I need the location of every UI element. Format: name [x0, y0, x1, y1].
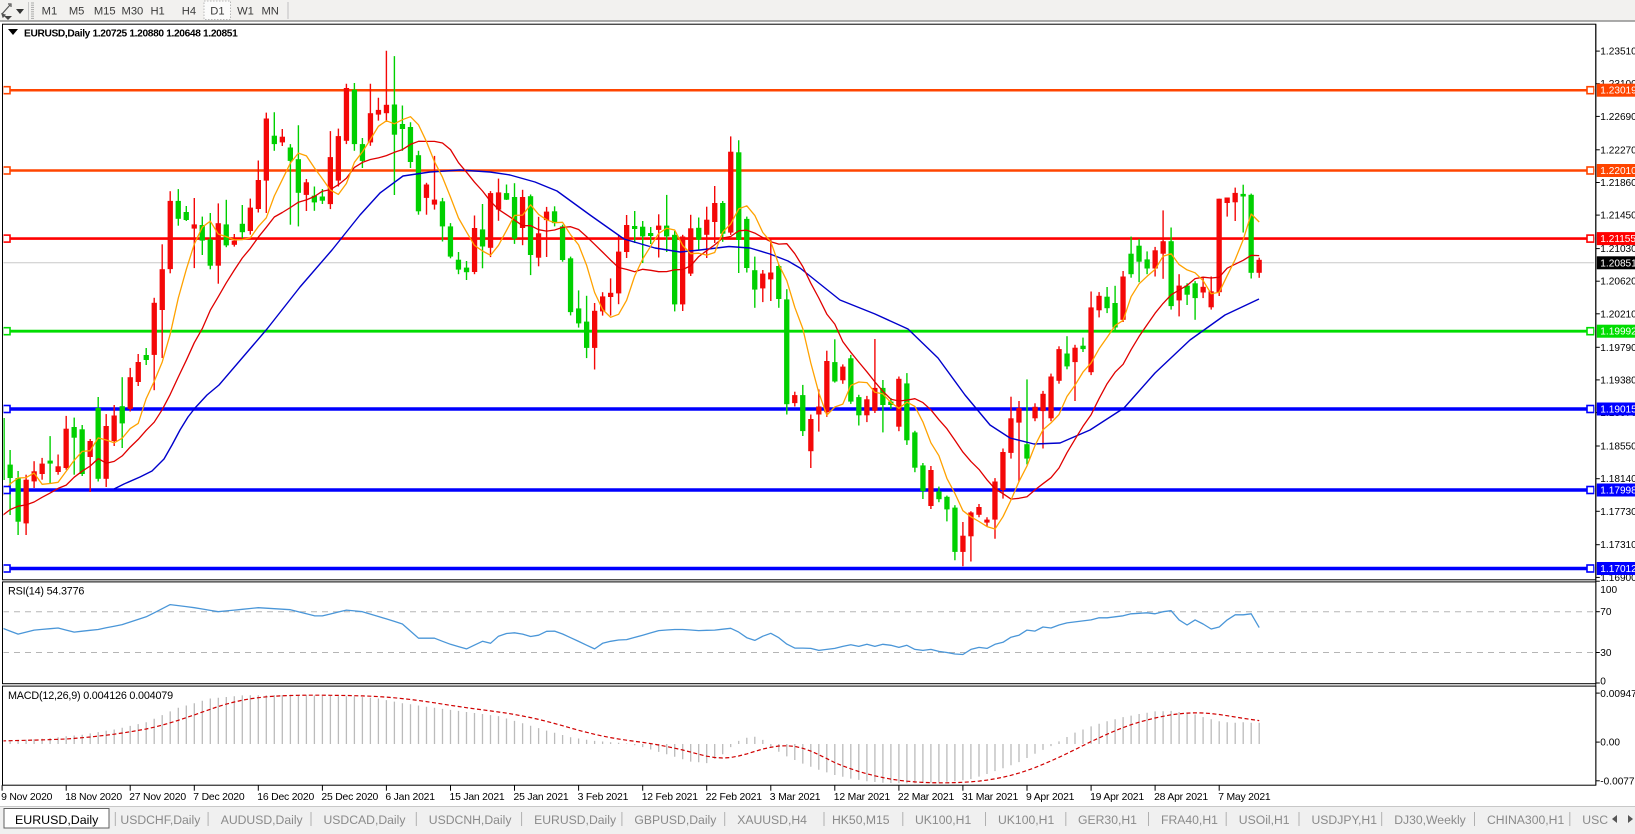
- svg-text:1.18140: 1.18140: [1600, 474, 1635, 485]
- svg-text:1.23019: 1.23019: [1600, 86, 1635, 97]
- svg-text:H4: H4: [182, 6, 196, 18]
- svg-text:25 Jan 2021: 25 Jan 2021: [514, 792, 569, 803]
- svg-text:HK50,M15: HK50,M15: [832, 813, 890, 827]
- svg-text:USOil,H1: USOil,H1: [1239, 813, 1290, 827]
- svg-text:1.21030: 1.21030: [1600, 244, 1635, 255]
- svg-text:USDCHF,Daily: USDCHF,Daily: [120, 813, 201, 827]
- svg-text:16 Dec 2020: 16 Dec 2020: [257, 792, 314, 803]
- svg-text:D1: D1: [210, 6, 224, 18]
- svg-text:AUDUSD,Daily: AUDUSD,Daily: [221, 813, 304, 827]
- svg-text:1.20210: 1.20210: [1600, 309, 1635, 320]
- svg-text:EURUSD,Daily: EURUSD,Daily: [534, 813, 617, 827]
- svg-text:25 Dec 2020: 25 Dec 2020: [321, 792, 378, 803]
- svg-text:19 Apr 2021: 19 Apr 2021: [1090, 792, 1144, 803]
- svg-text:7 Dec 2020: 7 Dec 2020: [193, 792, 245, 803]
- svg-text:1.19992: 1.19992: [1600, 327, 1635, 338]
- svg-text:1.20851: 1.20851: [1600, 258, 1635, 269]
- svg-text:0.00: 0.00: [1600, 738, 1620, 749]
- svg-text:EURUSD,Daily 1.20725 1.20880: EURUSD,Daily 1.20725 1.20880 1.20648 1.2…: [24, 29, 238, 40]
- svg-text:1.21155: 1.21155: [1600, 234, 1635, 245]
- svg-text:1.20620: 1.20620: [1600, 277, 1635, 288]
- svg-text:1.22010: 1.22010: [1600, 166, 1635, 177]
- svg-text:1.18550: 1.18550: [1600, 442, 1635, 453]
- svg-text:1.22270: 1.22270: [1600, 145, 1635, 156]
- svg-text:1.21860: 1.21860: [1600, 178, 1635, 189]
- svg-text:1.16900: 1.16900: [1600, 573, 1635, 584]
- svg-text:USDCNH,Daily: USDCNH,Daily: [429, 813, 513, 827]
- svg-text:22 Feb 2021: 22 Feb 2021: [706, 792, 763, 803]
- svg-text:USDJPY,H1: USDJPY,H1: [1312, 813, 1378, 827]
- svg-text:UK100,H1: UK100,H1: [998, 813, 1054, 827]
- svg-text:7 May 2021: 7 May 2021: [1218, 792, 1271, 803]
- svg-text:GER30,H1: GER30,H1: [1078, 813, 1137, 827]
- svg-text:CHINA300,H1: CHINA300,H1: [1487, 813, 1564, 827]
- svg-text:6 Jan 2021: 6 Jan 2021: [385, 792, 435, 803]
- svg-text:1.17012: 1.17012: [1600, 564, 1635, 575]
- svg-text:3 Mar 2021: 3 Mar 2021: [770, 792, 821, 803]
- svg-text:1.19380: 1.19380: [1600, 375, 1635, 386]
- svg-text:GBPUSD,Daily: GBPUSD,Daily: [634, 813, 717, 827]
- svg-text:1.19015: 1.19015: [1600, 405, 1635, 416]
- svg-text:3 Feb 2021: 3 Feb 2021: [578, 792, 629, 803]
- svg-text:9 Nov 2020: 9 Nov 2020: [1, 792, 53, 803]
- svg-text:70: 70: [1600, 607, 1612, 618]
- svg-text:MN: MN: [261, 6, 278, 18]
- svg-text:12 Feb 2021: 12 Feb 2021: [642, 792, 699, 803]
- svg-text:30: 30: [1600, 648, 1612, 659]
- svg-text:USDCAD,Daily: USDCAD,Daily: [324, 813, 407, 827]
- svg-text:EURUSD,Daily: EURUSD,Daily: [15, 813, 99, 827]
- svg-text:M30: M30: [122, 6, 144, 18]
- svg-text:-0.00777: -0.00777: [1600, 776, 1635, 787]
- svg-text:1.22690: 1.22690: [1600, 112, 1635, 123]
- svg-text:1.23510: 1.23510: [1600, 47, 1635, 58]
- svg-text:0: 0: [1600, 677, 1606, 688]
- svg-text:1.19790: 1.19790: [1600, 343, 1635, 354]
- svg-text:27 Nov 2020: 27 Nov 2020: [129, 792, 186, 803]
- svg-text:1.17730: 1.17730: [1600, 507, 1635, 518]
- svg-text:XAUUSD,H4: XAUUSD,H4: [737, 813, 807, 827]
- svg-text:M5: M5: [69, 6, 85, 18]
- svg-text:UK100,H1: UK100,H1: [915, 813, 971, 827]
- svg-text:28 Apr 2021: 28 Apr 2021: [1154, 792, 1208, 803]
- svg-text:RSI(14) 54.3776: RSI(14) 54.3776: [8, 586, 84, 598]
- svg-text:M1: M1: [42, 6, 58, 18]
- svg-text:31 Mar 2021: 31 Mar 2021: [962, 792, 1019, 803]
- svg-text:USC: USC: [1582, 813, 1608, 827]
- svg-text:18 Nov 2020: 18 Nov 2020: [65, 792, 122, 803]
- svg-text:100: 100: [1600, 585, 1617, 596]
- svg-text:W1: W1: [237, 6, 254, 18]
- svg-text:9 Apr 2021: 9 Apr 2021: [1026, 792, 1075, 803]
- svg-text:0.009478: 0.009478: [1600, 689, 1635, 700]
- svg-text:1.17998: 1.17998: [1600, 486, 1635, 497]
- svg-text:H1: H1: [150, 6, 164, 18]
- svg-text:22 Mar 2021: 22 Mar 2021: [898, 792, 955, 803]
- svg-text:M15: M15: [94, 6, 116, 18]
- svg-text:1.21450: 1.21450: [1600, 211, 1635, 222]
- svg-text:12 Mar 2021: 12 Mar 2021: [834, 792, 891, 803]
- svg-text:DJ30,Weekly: DJ30,Weekly: [1394, 813, 1466, 827]
- svg-text:MACD(12,26,9) 0.004126 0.00407: MACD(12,26,9) 0.004126 0.004079: [8, 690, 173, 702]
- svg-text:15 Jan 2021: 15 Jan 2021: [450, 792, 505, 803]
- svg-text:1.17310: 1.17310: [1600, 540, 1635, 551]
- svg-text:FRA40,H1: FRA40,H1: [1161, 813, 1218, 827]
